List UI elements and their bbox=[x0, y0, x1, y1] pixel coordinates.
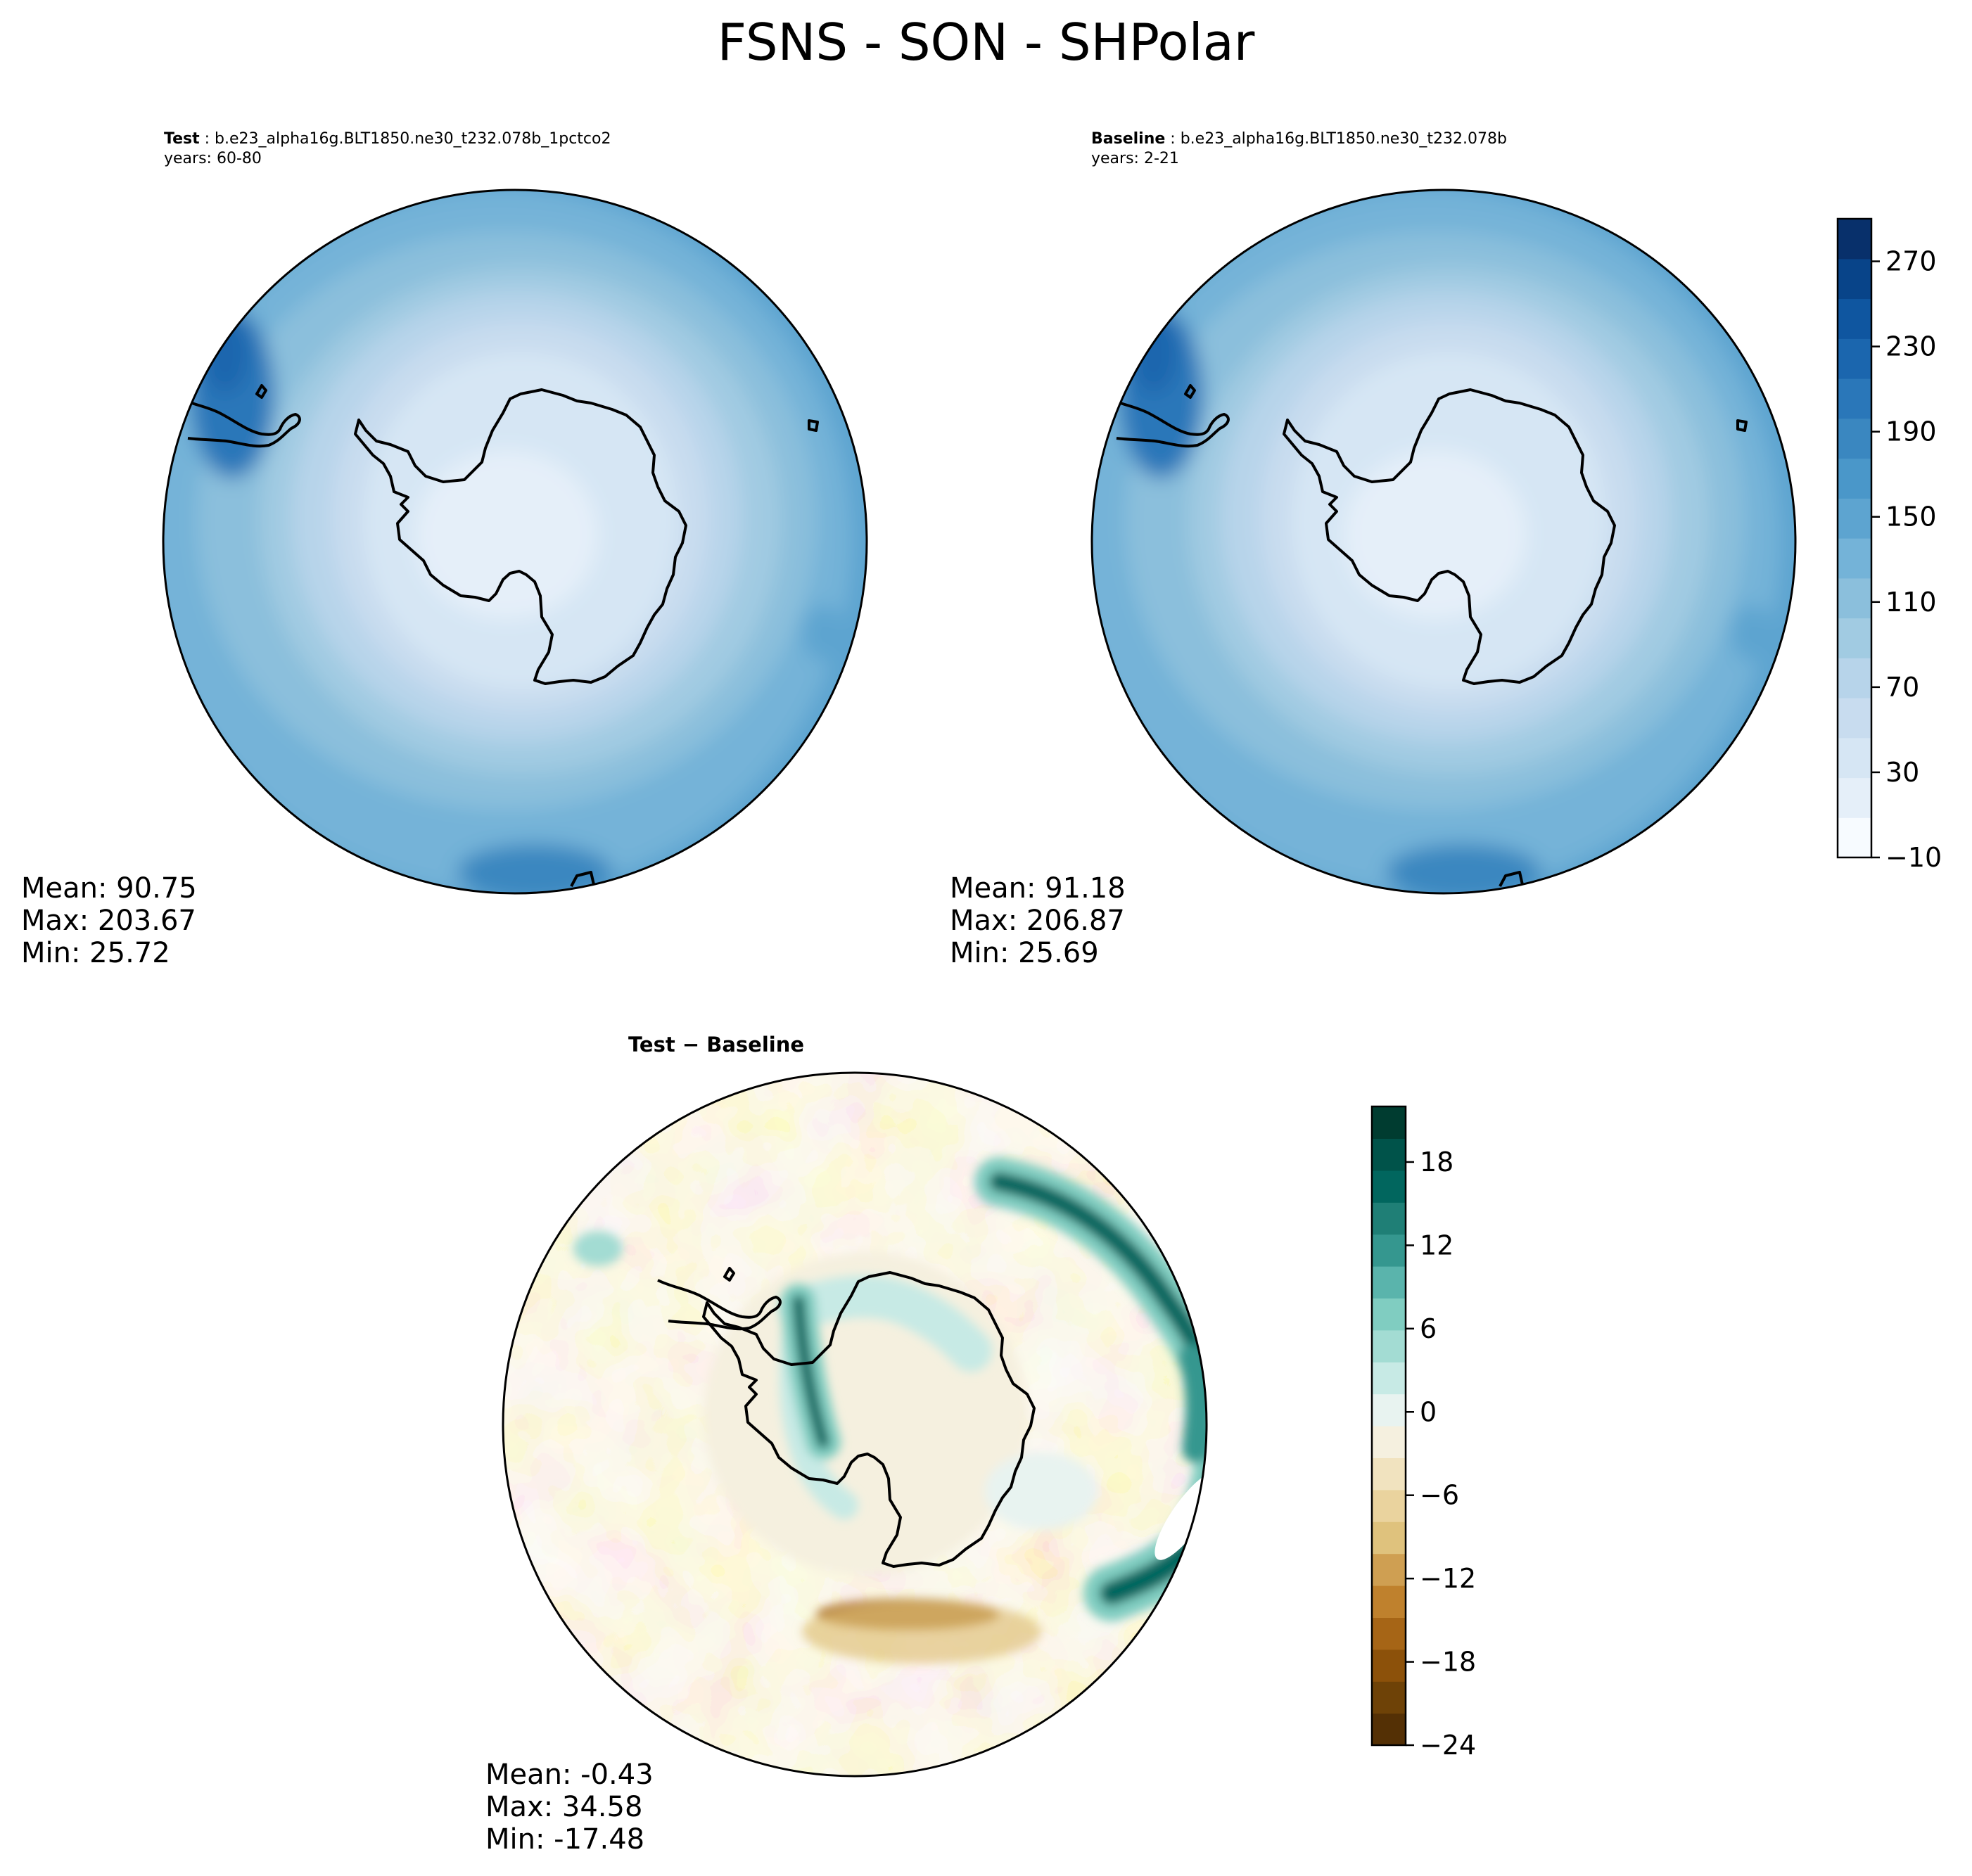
diff-colorbar-segment-14 bbox=[1372, 1266, 1406, 1298]
diff-mean: Mean: -0.43 bbox=[485, 1759, 654, 1791]
diff-colorbar-tick-label-1: −18 bbox=[1420, 1647, 1476, 1678]
diff-stats: Mean: -0.43 Max: 34.58 Min: -17.48 bbox=[485, 1759, 654, 1856]
diff-colorbar: −24 −18 −12 −6 0 6 12 18 bbox=[1370, 1105, 1476, 1761]
diff-map bbox=[503, 1073, 1207, 1776]
fsns-colorbar-segment-6 bbox=[1838, 578, 1871, 619]
diff-colorbar-segment-9 bbox=[1372, 1426, 1406, 1458]
fsns-colorbar-segment-15 bbox=[1838, 219, 1871, 260]
diff-colorbar-segment-8 bbox=[1372, 1457, 1406, 1491]
test-panel-header: Test : b.e23_alpha16g.BLT1850.ne30_t232.… bbox=[164, 130, 611, 167]
figure-title: FSNS - SON - SHPolar bbox=[717, 13, 1255, 72]
test-years: years: 60-80 bbox=[164, 150, 262, 167]
fsns-colorbar-segment-1 bbox=[1838, 777, 1871, 818]
diff-colorbar-segment-7 bbox=[1372, 1489, 1406, 1522]
fsns-colorbar-segment-5 bbox=[1838, 618, 1871, 658]
diff-map-boundary bbox=[502, 1071, 1208, 1778]
diff-colorbar-segment-1 bbox=[1372, 1681, 1406, 1714]
fsns-colorbar-tick-label-2: 70 bbox=[1885, 672, 1919, 703]
test-mean: Mean: 90.75 bbox=[21, 872, 197, 905]
fsns-colorbar-tick-label-4: 150 bbox=[1885, 502, 1937, 532]
diff-colorbar-segment-6 bbox=[1372, 1521, 1406, 1555]
test-map bbox=[163, 190, 867, 893]
fsns-colorbar-tick-label-3: 110 bbox=[1885, 587, 1937, 618]
fsns-colorbar-outline bbox=[1836, 217, 1873, 859]
test-min: Min: 25.72 bbox=[21, 937, 170, 969]
fsns-colorbar-tick-label-5: 190 bbox=[1885, 416, 1937, 447]
baseline-min: Min: 25.69 bbox=[950, 937, 1099, 969]
fsns-colorbar: −10 30 70 110 150 190 230 270 bbox=[1836, 217, 1942, 873]
diff-colorbar-tick-label-5: 6 bbox=[1420, 1313, 1437, 1344]
baseline-map-boundary bbox=[1090, 189, 1797, 895]
baseline-stats: Mean: 91.18 Max: 206.87 Min: 25.69 bbox=[950, 872, 1126, 969]
baseline-coastlines bbox=[1105, 384, 1748, 888]
diff-colorbar-segment-19 bbox=[1372, 1106, 1406, 1139]
fsns-colorbar-segment-0 bbox=[1838, 817, 1871, 858]
baseline-map bbox=[1092, 190, 1795, 893]
baseline-mean: Mean: 91.18 bbox=[950, 872, 1126, 905]
test-stats: Mean: 90.75 Max: 203.67 Min: 25.72 bbox=[21, 872, 197, 969]
test-coastlines bbox=[176, 384, 819, 888]
fsns-colorbar-segment-14 bbox=[1838, 258, 1871, 300]
fsns-colorbar-segment-7 bbox=[1838, 538, 1871, 579]
diff-colorbar-segment-0 bbox=[1372, 1713, 1406, 1746]
diff-colorbar-segment-17 bbox=[1372, 1170, 1406, 1203]
diff-colorbar-tick-label-2: −12 bbox=[1420, 1563, 1476, 1594]
diff-panel-title: Test − Baseline bbox=[628, 1033, 805, 1057]
baseline-panel-header: Baseline : b.e23_alpha16g.BLT1850.ne30_t… bbox=[1091, 130, 1507, 167]
diff-colorbar-outline bbox=[1370, 1105, 1407, 1747]
diff-colorbar-tick-label-3: −6 bbox=[1420, 1480, 1459, 1511]
fsns-colorbar-tick-label-7: 270 bbox=[1885, 246, 1937, 277]
test-case-name: b.e23_alpha16g.BLT1850.ne30_t232.078b_1p… bbox=[215, 130, 611, 148]
fsns-colorbar-segment-12 bbox=[1838, 338, 1871, 379]
diff-colorbar-segment-16 bbox=[1372, 1202, 1406, 1235]
baseline-label: Baseline bbox=[1091, 130, 1166, 148]
fsns-colorbar-segment-11 bbox=[1838, 378, 1871, 419]
diff-colorbar-segment-10 bbox=[1372, 1393, 1406, 1427]
fsns-colorbar-segment-3 bbox=[1838, 698, 1871, 739]
diff-colorbar-tick-label-7: 18 bbox=[1420, 1147, 1453, 1178]
test-max: Max: 203.67 bbox=[21, 905, 196, 937]
fsns-colorbar-tick-label-1: 30 bbox=[1885, 757, 1919, 788]
fsns-colorbar-tick-label-6: 230 bbox=[1885, 331, 1937, 362]
baseline-case-name: b.e23_alpha16g.BLT1850.ne30_t232.078b bbox=[1180, 130, 1507, 148]
fsns-colorbar-segment-8 bbox=[1838, 498, 1871, 539]
diff-colorbar-segment-3 bbox=[1372, 1617, 1406, 1650]
diff-min: Min: -17.48 bbox=[485, 1823, 645, 1856]
diff-max: Max: 34.58 bbox=[485, 1791, 643, 1823]
test-label: Test bbox=[164, 130, 200, 148]
diff-colorbar-segment-5 bbox=[1372, 1553, 1406, 1586]
diff-colorbar-segment-11 bbox=[1372, 1362, 1406, 1395]
diff-colorbar-segment-2 bbox=[1372, 1649, 1406, 1682]
fsns-colorbar-segment-4 bbox=[1838, 658, 1871, 698]
diff-colorbar-tick-label-6: 12 bbox=[1420, 1230, 1453, 1261]
diff-colorbar-tick-label-0: −24 bbox=[1420, 1730, 1476, 1761]
diff-colorbar-segment-18 bbox=[1372, 1138, 1406, 1171]
baseline-years: years: 2-21 bbox=[1091, 150, 1179, 167]
fsns-colorbar-segment-10 bbox=[1838, 418, 1871, 459]
diff-colorbar-tick-label-4: 0 bbox=[1420, 1396, 1437, 1427]
test-map-boundary bbox=[162, 189, 868, 895]
diff-colorbar-segment-12 bbox=[1372, 1329, 1406, 1363]
diff-colorbar-segment-13 bbox=[1372, 1298, 1406, 1331]
fsns-colorbar-segment-13 bbox=[1838, 298, 1871, 339]
fsns-colorbar-segment-2 bbox=[1838, 737, 1871, 779]
diff-colorbar-segment-15 bbox=[1372, 1234, 1406, 1267]
fsns-colorbar-tick-label-0: −10 bbox=[1885, 842, 1942, 873]
diff-colorbar-segment-4 bbox=[1372, 1585, 1406, 1618]
baseline-max: Max: 206.87 bbox=[950, 905, 1125, 937]
fsns-colorbar-segment-9 bbox=[1838, 458, 1871, 499]
